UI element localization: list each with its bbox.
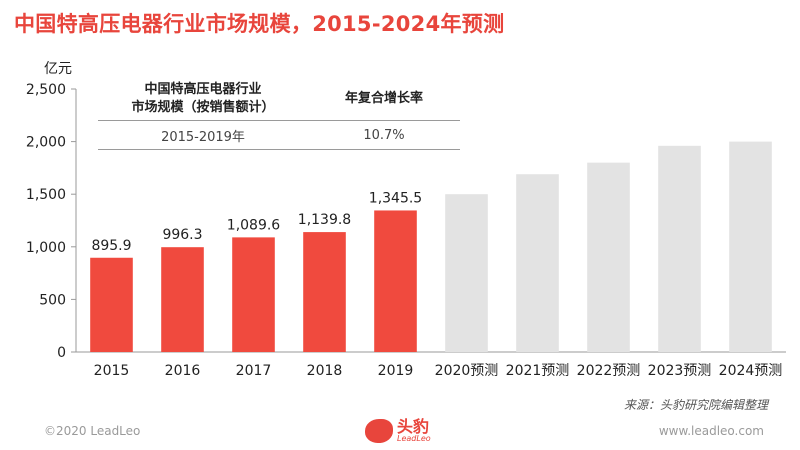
y-tick-label: 0: [57, 345, 66, 361]
x-tick-label: 2017: [236, 363, 272, 379]
website-text: www.leadleo.com: [658, 424, 764, 438]
bar-value-label: 1,345.5: [369, 190, 422, 206]
actual-bar: [90, 257, 133, 352]
cagr-header-line1: 中国特高压电器行业: [144, 82, 262, 97]
bar-value-label: 996.3: [162, 227, 202, 243]
cagr-table: 中国特高压电器行业 市场规模（按销售额计） 年复合增长率 2015-2019年 …: [98, 78, 460, 150]
copyright-text: ©2020 LeadLeo: [44, 424, 141, 438]
y-tick-label: 2,500: [26, 82, 66, 98]
x-tick-label: 2022预测: [577, 363, 641, 379]
chart-title: 中国特高压电器行业市场规模，2015-2024年预测: [14, 12, 505, 36]
cagr-table-row: 2015-2019年 10.7%: [98, 121, 460, 150]
actual-bar: [161, 247, 204, 352]
x-tick-label: 2020预测: [435, 363, 499, 379]
y-tick-label: 500: [39, 292, 66, 308]
actual-bar: [374, 210, 417, 352]
actual-bar: [232, 237, 275, 352]
x-tick-label: 2018: [307, 363, 343, 379]
forecast-bar: [658, 145, 701, 352]
leadleo-logo: 头豹 LeadLeo: [365, 414, 431, 448]
cagr-period: 2015-2019年: [161, 129, 245, 145]
forecast-bar: [445, 194, 488, 352]
logo-text-en: LeadLeo: [397, 434, 431, 443]
logo-text-cn: 头豹: [397, 417, 430, 436]
y-tick-label: 2,000: [26, 135, 66, 151]
x-tick-label: 2024预测: [719, 363, 783, 379]
cagr-rate: 10.7%: [363, 127, 405, 143]
bar-value-label: 895.9: [91, 238, 131, 254]
y-tick-label: 1,500: [26, 187, 66, 203]
leopard-icon: [365, 419, 393, 443]
x-tick-label: 2023预测: [648, 363, 712, 379]
x-tick-label: 2019: [378, 363, 414, 379]
forecast-bar: [729, 141, 772, 352]
cagr-header-market-size: 中国特高压电器行业 市场规模（按销售额计）: [98, 81, 308, 117]
cagr-header-line2: 市场规模（按销售额计）: [131, 100, 275, 115]
source-note: 来源：头豹研究院编辑整理: [623, 398, 768, 412]
forecast-bar: [516, 174, 559, 352]
x-tick-label: 2015: [94, 363, 130, 379]
forecast-bar: [587, 162, 630, 352]
cagr-header-growth-rate: 年复合增长率: [344, 91, 423, 106]
bar-value-label: 1,139.8: [298, 212, 351, 228]
y-tick-label: 1,000: [26, 240, 66, 256]
cagr-table-header: 中国特高压电器行业 市场规模（按销售额计） 年复合增长率: [98, 78, 460, 121]
bar-value-label: 1,089.6: [227, 217, 281, 233]
y-axis-unit: 亿元: [44, 61, 72, 77]
actual-bar: [303, 232, 346, 352]
x-tick-label: 2021预测: [506, 363, 570, 379]
x-tick-label: 2016: [165, 363, 201, 379]
